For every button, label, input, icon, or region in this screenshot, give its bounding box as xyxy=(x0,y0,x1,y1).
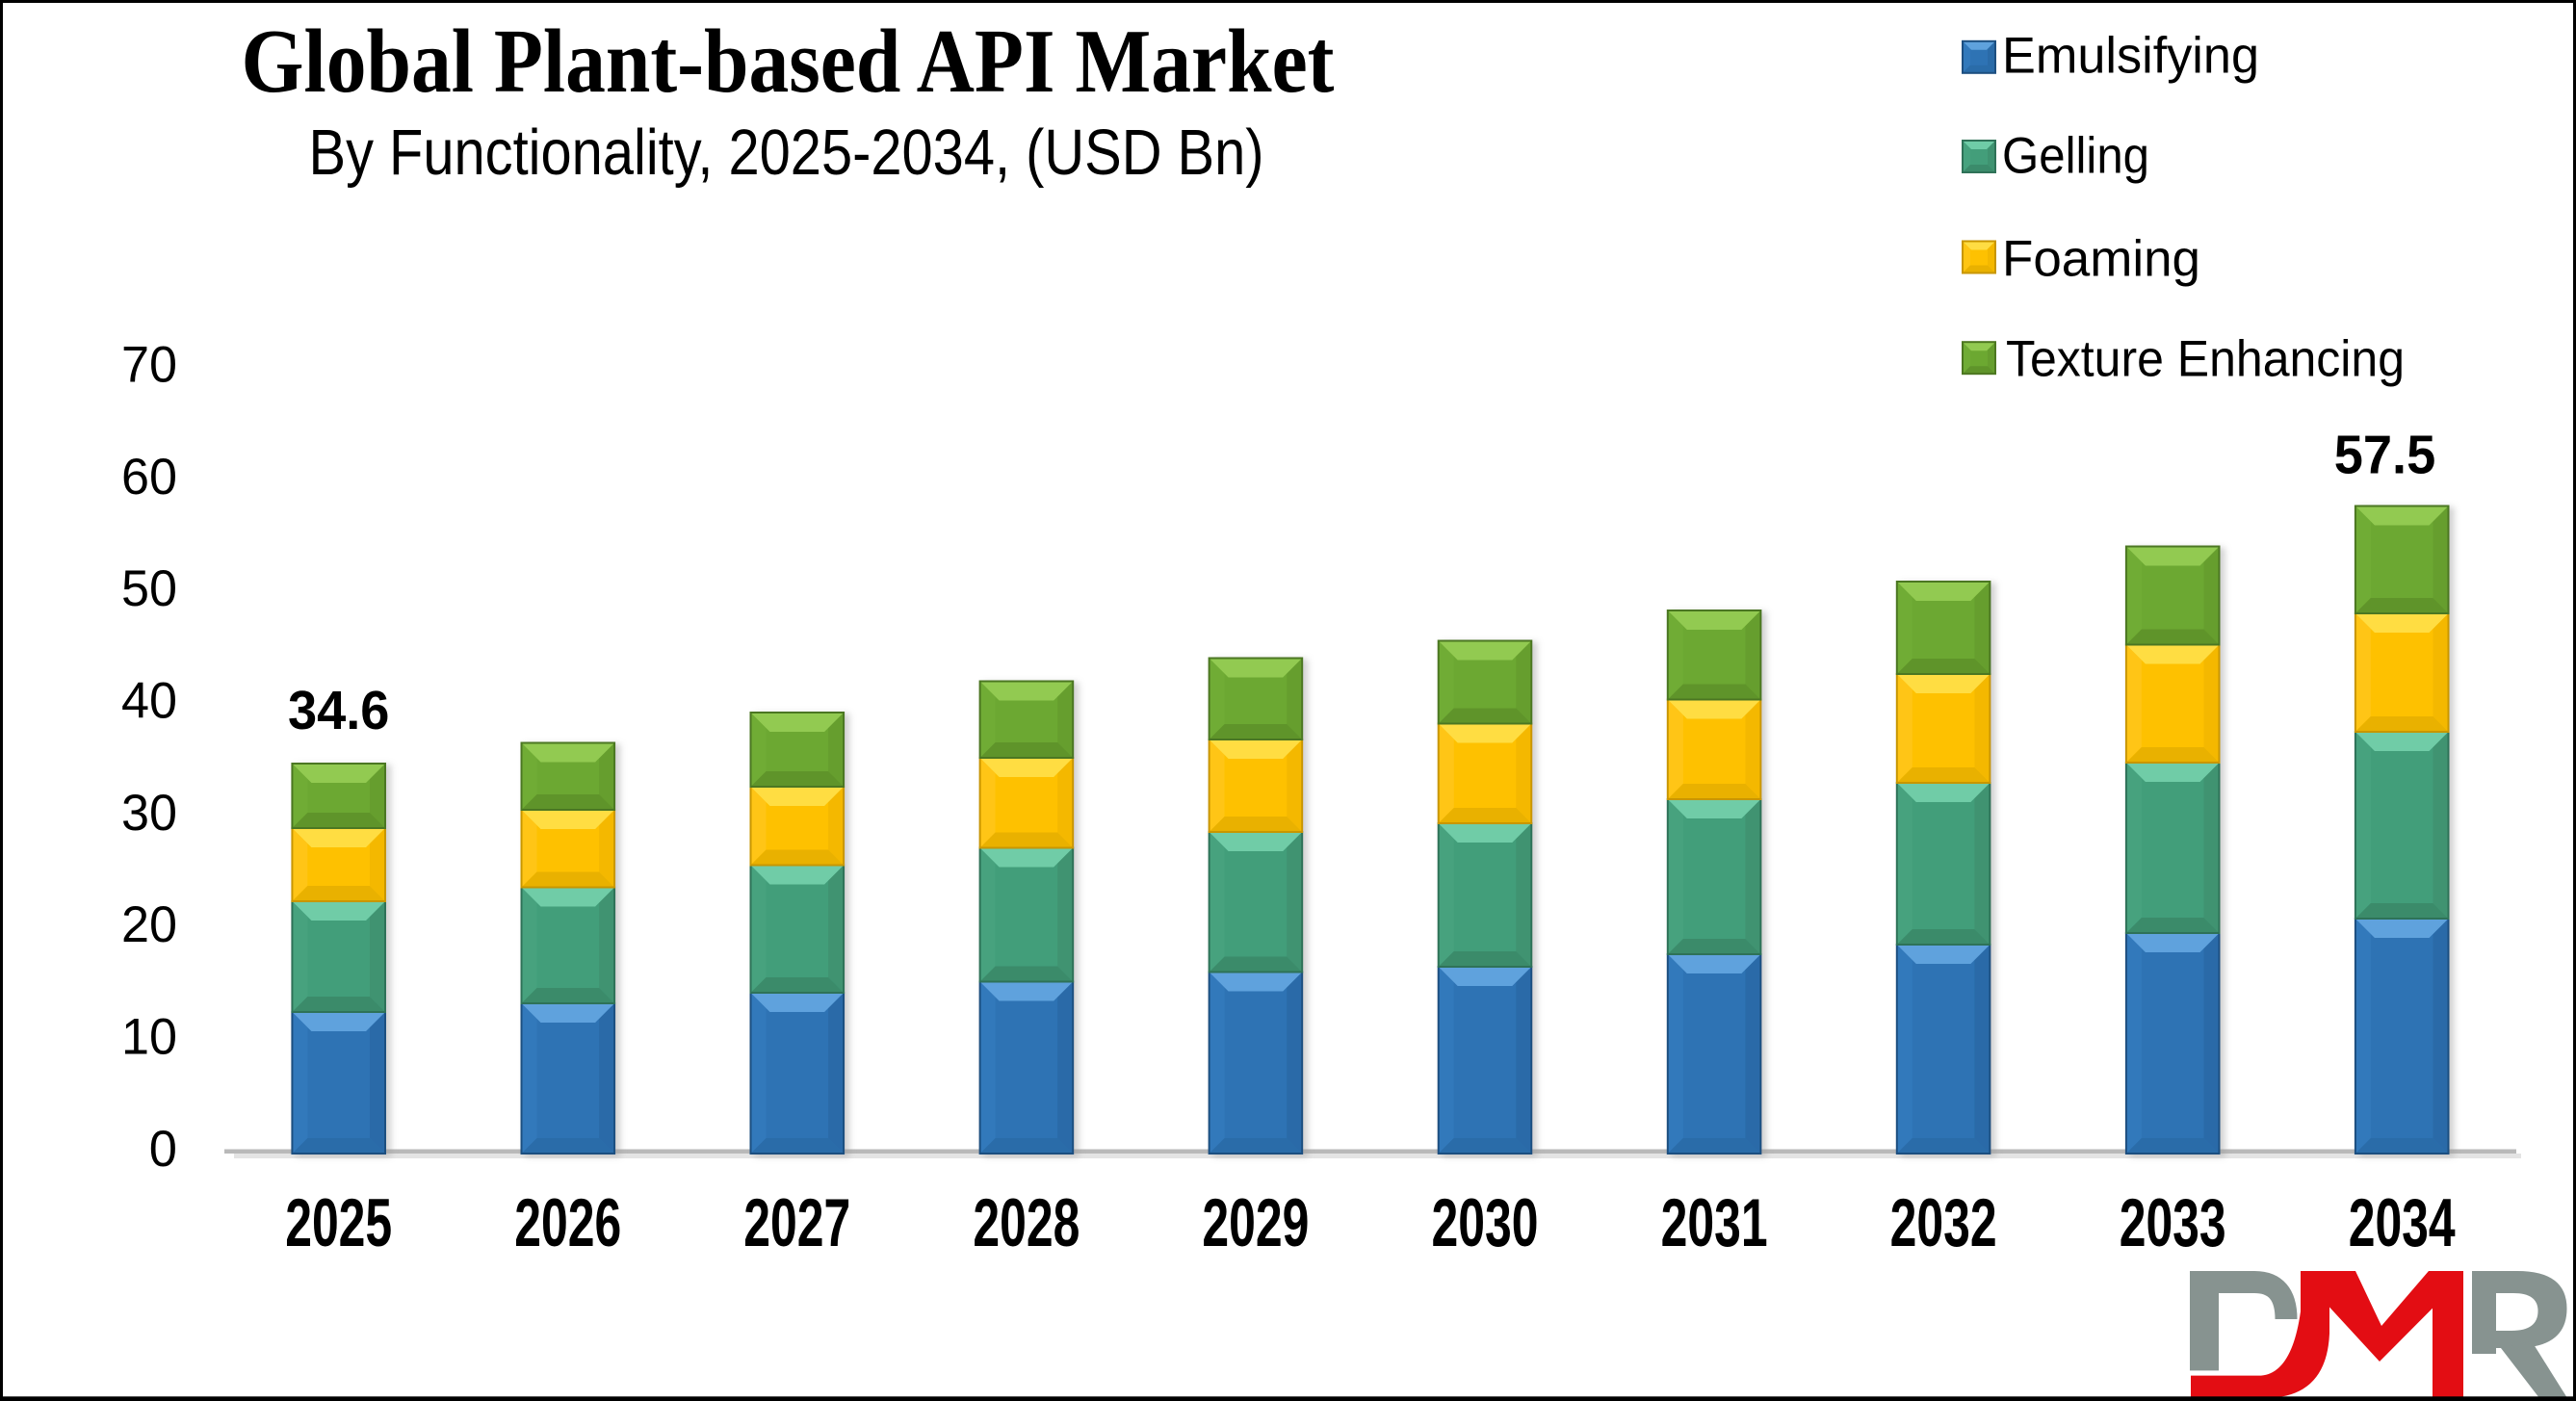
svg-text:2032: 2032 xyxy=(1890,1184,1997,1260)
svg-text:40: 40 xyxy=(121,673,177,730)
svg-text:Emulsifying: Emulsifying xyxy=(2002,28,2259,85)
svg-text:20: 20 xyxy=(121,896,177,953)
svg-text:2033: 2033 xyxy=(2120,1184,2226,1260)
svg-text:50: 50 xyxy=(121,560,177,617)
svg-text:2025: 2025 xyxy=(285,1184,392,1260)
svg-text:2034: 2034 xyxy=(2349,1184,2456,1260)
svg-text:Gelling: Gelling xyxy=(2002,128,2149,185)
svg-text:70: 70 xyxy=(121,337,177,394)
svg-text:Texture Enhancing: Texture Enhancing xyxy=(2006,331,2405,388)
svg-text:2026: 2026 xyxy=(514,1184,621,1260)
svg-text:0: 0 xyxy=(149,1121,177,1178)
svg-text:Foaming: Foaming xyxy=(2002,231,2200,288)
svg-text:By Functionality, 2025-2034, (: By Functionality, 2025-2034, (USD Bn) xyxy=(309,117,1264,189)
svg-text:2027: 2027 xyxy=(743,1184,850,1260)
svg-text:34.6: 34.6 xyxy=(288,680,390,741)
svg-text:2029: 2029 xyxy=(1202,1184,1309,1260)
svg-text:57.5: 57.5 xyxy=(2334,424,2436,485)
svg-text:10: 10 xyxy=(121,1009,177,1066)
svg-text:2030: 2030 xyxy=(1432,1184,1539,1260)
svg-text:2028: 2028 xyxy=(973,1184,1080,1260)
svg-text:2031: 2031 xyxy=(1661,1184,1768,1260)
svg-text:60: 60 xyxy=(121,449,177,506)
svg-text:30: 30 xyxy=(121,785,177,842)
svg-text:Global Plant-based API Market: Global Plant-based API Market xyxy=(242,12,1335,112)
